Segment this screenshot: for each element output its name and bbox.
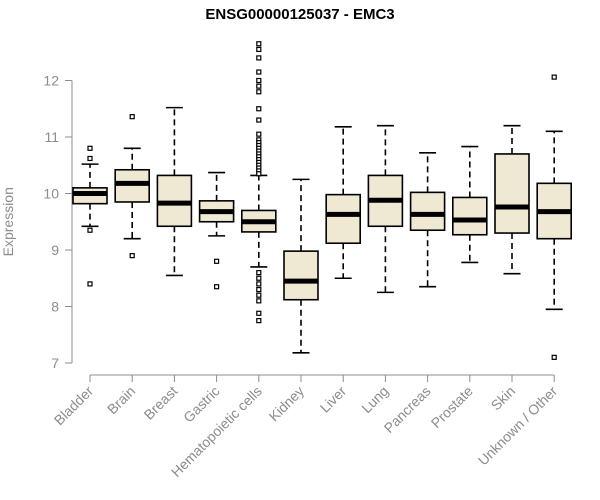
outlier-point [256,275,262,281]
outlier-point [129,114,135,120]
chart-title: ENSG00000125037 - EMC3 [205,6,395,23]
outlier-point [214,284,220,290]
outlier-point [256,131,262,137]
x-tick-label: Lung [358,383,391,416]
outlier-point [87,227,93,233]
outlier-point [214,258,220,264]
outlier-point [256,298,262,304]
outlier-point [256,281,262,287]
x-tick-label: Pancreas [381,383,434,436]
outlier-point [256,106,262,112]
x-tick-label: Skin [488,383,519,414]
y-tick-label: 11 [44,129,59,145]
y-axis-title: Expression [0,187,16,256]
y-tick-label: 10 [43,186,59,202]
x-tick-label: Breast [141,383,181,423]
outlier-point [256,41,262,47]
y-tick-label: 8 [51,299,59,315]
outlier-point [256,83,262,89]
y-tick-label: 12 [43,73,59,89]
x-tick-label: Prostate [428,383,476,431]
x-tick-label: Brain [104,383,138,417]
outlier-point [87,281,93,287]
box-iqr [451,196,488,236]
outlier-point [256,318,262,324]
outlier-point [256,117,262,123]
outlier-point [551,354,557,360]
outlier-point [129,253,135,259]
outlier-point [551,74,557,80]
x-tick-label: Unknown / Other [475,383,561,469]
outlier-point [256,286,262,293]
x-tick-label: Kidney [266,383,308,425]
outlier-point [87,155,93,162]
outlier-point [256,89,262,95]
box-iqr [283,250,319,301]
y-tick-label: 9 [51,242,59,258]
outlier-point [256,171,262,177]
outlier-point [256,69,262,75]
outlier-point [256,55,262,61]
outlier-point [256,270,262,276]
x-tick-label: Bladder [51,383,97,429]
box-iqr [325,193,362,245]
outlier-point [256,292,262,298]
box-iqr [494,153,530,234]
x-tick-label: Liver [317,383,350,416]
box-iqr [114,168,150,203]
outlier-point [256,310,262,316]
box-iqr [409,191,446,232]
outlier-point [256,77,262,84]
y-tick-label: 7 [51,355,59,371]
outlier-point [87,145,93,151]
outlier-point [256,46,262,53]
